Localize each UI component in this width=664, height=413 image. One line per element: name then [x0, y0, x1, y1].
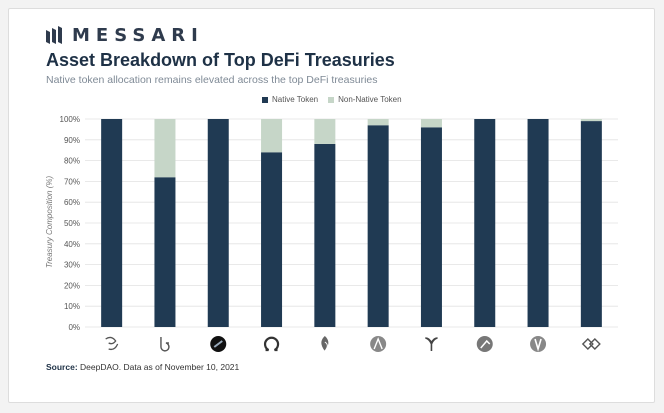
olympus-icon — [264, 336, 280, 352]
bar-native-token — [474, 119, 496, 327]
bar-native-token — [261, 152, 283, 327]
source-label: Source: — [46, 362, 78, 372]
bar-native-token — [101, 119, 123, 327]
chart-subtitle: Native token allocation remains elevated… — [46, 74, 378, 86]
bar-non-native-token — [261, 119, 283, 153]
badger-icon — [160, 337, 170, 352]
aave-icon — [370, 336, 387, 352]
y-axis-label: Treasury Composition (%) — [45, 176, 54, 269]
legend-label-non-native: Non-Native Token — [338, 95, 402, 104]
y-tick-label: 90% — [64, 136, 80, 145]
y-tick-label: 100% — [60, 115, 80, 124]
chart-title: Asset Breakdown of Top DeFi Treasuries — [46, 50, 395, 70]
curve-icon — [425, 337, 438, 351]
maker-icon — [530, 336, 547, 352]
y-tick-label: 0% — [68, 323, 80, 332]
bar-native-token — [367, 125, 389, 328]
bar-native-token — [314, 143, 336, 327]
compound-icon — [321, 336, 329, 352]
logo-text: MESSARI — [72, 24, 204, 46]
bar-native-token — [420, 127, 442, 327]
bar-non-native-token — [367, 119, 389, 126]
legend-swatch-native — [262, 96, 268, 103]
legend-swatch-non-native — [328, 96, 335, 103]
bar-non-native-token — [420, 119, 442, 128]
uniswap-icon — [105, 336, 119, 351]
y-tick-label: 70% — [64, 177, 80, 186]
messari-logo-icon — [46, 26, 62, 44]
bar-native-token — [580, 121, 602, 327]
y-tick-label: 30% — [64, 261, 80, 270]
bar-native-token — [207, 119, 229, 327]
bar-native-token — [527, 119, 549, 327]
source-text: DeepDAO. Data as of November 10, 2021 — [80, 362, 240, 372]
y-tick-label: 60% — [64, 198, 80, 207]
legend-item-non-native: Non-Native Token — [328, 95, 402, 104]
y-tick-label: 10% — [64, 302, 80, 311]
legend-item-native: Native Token — [262, 95, 318, 104]
bar-non-native-token — [154, 119, 176, 178]
messari-logo: MESSARI — [46, 24, 204, 46]
bar-native-token — [154, 177, 176, 327]
y-tick-label: 80% — [64, 157, 80, 166]
y-tick-label: 40% — [64, 240, 80, 249]
balancer-icon — [476, 336, 493, 352]
yearn-icon — [581, 338, 601, 350]
y-tick-label: 20% — [64, 281, 80, 290]
y-tick-label: 50% — [64, 219, 80, 228]
sushi-icon — [210, 336, 227, 352]
bar-non-native-token — [580, 119, 602, 122]
source-note: Source: DeepDAO. Data as of November 10,… — [46, 362, 239, 372]
bar-non-native-token — [314, 119, 336, 144]
legend-label-native: Native Token — [272, 95, 319, 104]
chart-legend: Native Token Non-Native Token — [262, 95, 412, 104]
